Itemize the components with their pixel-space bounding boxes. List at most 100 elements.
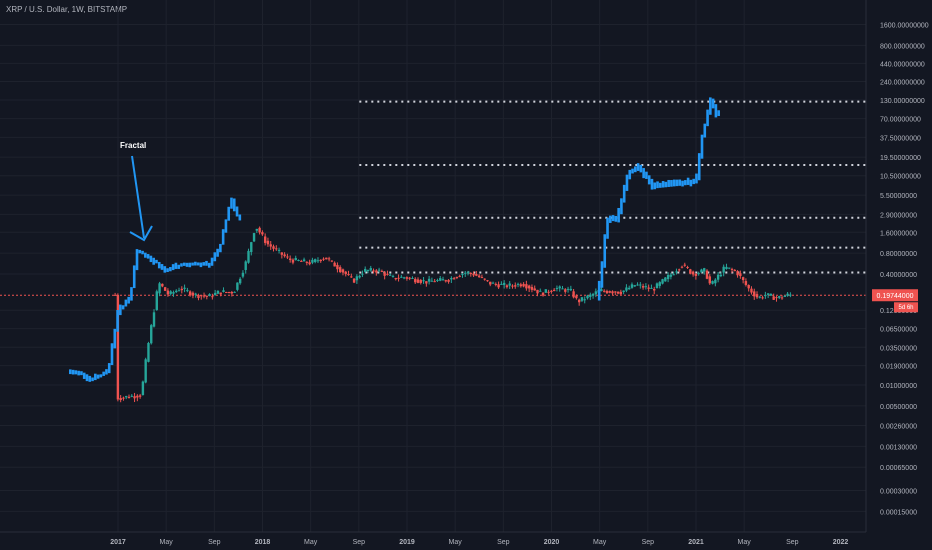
candle-body — [125, 396, 128, 398]
candle-body — [283, 254, 286, 257]
candle-body — [566, 288, 570, 290]
candle-body — [369, 268, 372, 271]
fractal-bar — [672, 179, 676, 187]
price-axis[interactable]: 1600.00000000 800.00000000 440.00000000 240… — [865, 0, 932, 550]
candle-body — [366, 269, 370, 271]
candle-body — [664, 277, 667, 282]
candle-body — [586, 295, 589, 299]
candle-body — [672, 274, 675, 276]
fractal-bar — [709, 97, 712, 115]
fractal-bar — [684, 180, 687, 186]
candle-body — [458, 275, 461, 277]
candle-body — [694, 273, 698, 276]
candle-body — [689, 269, 692, 274]
fractal-bar — [219, 243, 222, 253]
candle-body — [266, 240, 270, 245]
candle-body — [411, 278, 414, 280]
candle-body — [533, 288, 536, 291]
fractal-bar — [706, 109, 709, 127]
fractal-bar — [642, 168, 645, 179]
candle-body — [311, 259, 314, 263]
candle-body — [602, 290, 606, 292]
price-tick-label: 0.00130000 — [880, 444, 917, 451]
fractal-bar — [697, 153, 701, 181]
candle-body — [627, 287, 631, 290]
fractal-bar — [667, 179, 670, 187]
candle-body — [144, 359, 147, 383]
fractal-bar — [639, 164, 643, 173]
candle-body — [614, 291, 617, 293]
candle-body — [564, 289, 567, 292]
candle-body — [461, 274, 464, 276]
fractal-bar — [202, 262, 205, 266]
candle-body — [736, 271, 739, 276]
fractal-bar — [603, 234, 607, 268]
candle-body — [427, 278, 431, 282]
fractal-bar — [661, 181, 665, 188]
candle-body — [653, 289, 656, 291]
candle-body — [377, 269, 381, 271]
candle-body — [619, 291, 623, 295]
candle-body — [691, 271, 695, 275]
fractal-bar — [169, 267, 172, 272]
candle-body — [733, 270, 736, 272]
fractal-bar — [71, 369, 75, 375]
fractal-bar — [152, 257, 155, 265]
candle-body — [636, 284, 639, 286]
fractal-bar — [597, 280, 601, 301]
candle-body — [333, 262, 336, 267]
candle-body — [391, 275, 395, 277]
candle-body — [666, 275, 670, 280]
candle-body — [764, 295, 767, 297]
price-tag-bg — [872, 289, 918, 302]
countdown-text: 5d 6h — [898, 305, 913, 311]
fractal-bar — [91, 377, 94, 382]
candle-body — [305, 261, 309, 263]
fractal-bar — [692, 178, 695, 185]
fractal-bar — [127, 296, 130, 304]
fractal-bar — [77, 370, 80, 376]
fractal-bar — [656, 181, 659, 189]
candle-body — [288, 258, 292, 260]
candle-body — [308, 262, 311, 265]
candle-body — [658, 282, 661, 286]
candle-body — [241, 272, 245, 277]
candle-body — [633, 285, 636, 287]
time-tick-label: May — [738, 539, 752, 546]
candle-body — [483, 278, 486, 280]
price-tick-label: 0.80000000 — [880, 251, 917, 258]
time-tick-label: Sep — [353, 539, 366, 546]
price-tick-label: 19.50000000 — [880, 155, 921, 162]
candle-body — [364, 268, 367, 272]
candle-body — [469, 273, 473, 275]
candle-body — [444, 280, 447, 282]
candle-body — [316, 260, 320, 262]
candle-body — [261, 232, 264, 235]
chart-title: XRP / U.S. Dollar, 1W, BITSTAMP — [6, 5, 128, 14]
fractal-bar — [96, 374, 100, 379]
candle-body — [183, 287, 186, 289]
time-tick-label: May — [304, 539, 318, 546]
candle-body — [644, 286, 648, 288]
candle-body — [577, 299, 581, 303]
fractal-arrow — [129, 155, 153, 242]
price-tick-label: 0.01000000 — [880, 383, 917, 390]
candle-body — [525, 284, 528, 289]
candle-body — [447, 279, 450, 282]
candle-body — [361, 273, 364, 275]
fractal-bar — [105, 369, 108, 375]
candle-body — [730, 268, 734, 270]
candle-body — [433, 281, 436, 283]
price-tick-label: 37.50000000 — [880, 135, 921, 142]
candle-body — [655, 283, 659, 289]
time-axis[interactable]: 2017 May Sep 2018 May Sep 2019 May Sep 2020 May Sep… — [0, 531, 932, 550]
fractal-bar — [149, 255, 153, 263]
fractal-bar — [194, 261, 197, 266]
fractal-bar — [121, 305, 125, 310]
candle-body — [255, 228, 259, 231]
fractal-bar — [116, 309, 119, 332]
fractal-bar — [124, 299, 128, 307]
candle-body — [703, 268, 706, 272]
candle-body — [605, 290, 609, 294]
